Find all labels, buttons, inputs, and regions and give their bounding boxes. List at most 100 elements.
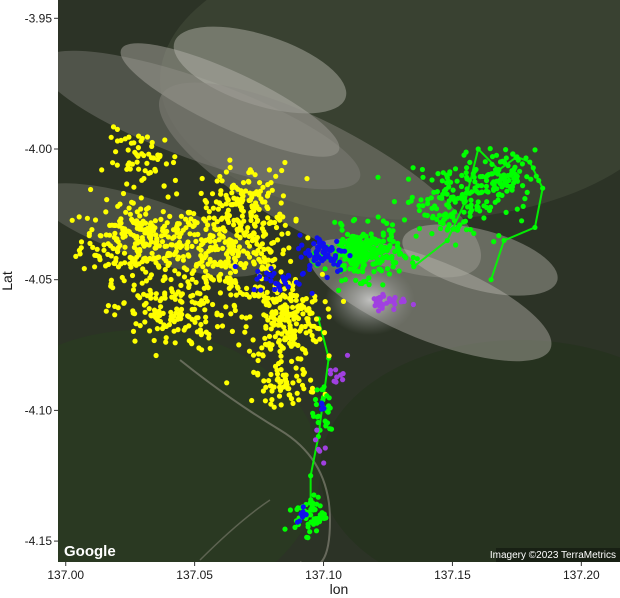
scatter-point <box>472 179 478 185</box>
scatter-point <box>310 337 316 343</box>
scatter-point <box>484 173 490 179</box>
scatter-point <box>101 242 107 248</box>
scatter-point <box>397 250 404 256</box>
scatter-point <box>207 345 213 351</box>
scatter-point <box>184 242 190 248</box>
scatter-point <box>140 237 146 243</box>
scatter-point <box>378 243 384 249</box>
scatter-point <box>246 254 253 260</box>
scatter-point <box>347 266 353 272</box>
scatter-point <box>280 193 286 199</box>
scatter-point <box>227 270 234 276</box>
scatter-point <box>125 147 131 153</box>
scatter-point <box>293 313 299 320</box>
scatter-point <box>216 237 222 243</box>
scatter-point <box>523 155 529 161</box>
scatter-point <box>124 181 130 187</box>
scatter-point <box>123 209 129 215</box>
scatter-point <box>314 387 320 393</box>
scatter-point <box>257 273 263 280</box>
scatter-point <box>533 173 539 179</box>
scatter-point <box>255 357 261 364</box>
scatter-point <box>165 252 171 258</box>
scatter-point <box>146 151 152 157</box>
scatter-point <box>464 186 470 192</box>
scatter-point <box>392 248 398 255</box>
scatter-point <box>131 184 137 190</box>
scatter-point <box>205 222 211 228</box>
scatter-point <box>248 217 254 223</box>
scatter-point <box>251 208 257 214</box>
scatter-point <box>444 180 450 186</box>
scatter-point <box>227 157 233 163</box>
scatter-point <box>308 473 314 479</box>
scatter-point <box>266 333 273 339</box>
scatter-point <box>278 353 284 359</box>
scatter-point <box>146 170 152 176</box>
scatter-point <box>288 258 294 264</box>
scatter-point <box>103 308 109 314</box>
scatter-point <box>524 189 530 195</box>
scatter-point <box>138 138 144 144</box>
scatter-point <box>287 392 293 398</box>
scatter-point <box>118 216 124 222</box>
scatter-point <box>463 170 469 176</box>
scatter-point <box>198 237 204 243</box>
scatter-point <box>158 216 164 222</box>
scatter-point <box>142 319 148 325</box>
scatter-point <box>133 262 139 268</box>
scatter-point <box>361 279 367 285</box>
scatter-point <box>420 203 426 209</box>
scatter-point <box>225 259 231 265</box>
scatter-point <box>191 211 197 217</box>
scatter-point <box>135 238 141 244</box>
scatter-point <box>89 227 95 233</box>
scatter-point <box>167 213 173 219</box>
scatter-point <box>327 367 334 373</box>
scatter-point <box>250 337 256 343</box>
scatter-point <box>269 187 275 193</box>
scatter-point <box>126 205 132 211</box>
scatter-point <box>182 325 189 331</box>
scatter-point <box>155 263 161 269</box>
scatter-point <box>124 166 130 172</box>
google-logo: Google <box>64 543 116 560</box>
scatter-point <box>84 215 90 221</box>
scatter-point <box>328 256 334 262</box>
scatter-point <box>221 227 227 233</box>
scatter-point <box>487 146 493 152</box>
scatter-point <box>94 246 100 252</box>
scatter-point <box>307 263 313 270</box>
scatter-point <box>301 304 307 310</box>
scatter-point <box>277 211 283 217</box>
scatter-point <box>203 205 209 211</box>
scatter-point <box>184 267 190 273</box>
scatter-point <box>166 322 172 328</box>
scatter-point <box>283 337 289 343</box>
scatter-point <box>200 264 206 270</box>
scatter-point <box>189 276 195 282</box>
scatter-point <box>277 314 283 321</box>
scatter-point <box>334 374 340 380</box>
scatter-point <box>322 266 328 272</box>
scatter-point <box>256 206 262 212</box>
scatter-point <box>510 180 517 186</box>
scatter-point <box>228 238 235 244</box>
scatter-point <box>384 220 390 226</box>
scatter-point <box>437 225 444 232</box>
scatter-point <box>319 510 325 516</box>
scatter-point <box>368 231 374 237</box>
scatter-point <box>218 312 224 318</box>
scatter-point <box>388 231 394 237</box>
scatter-point <box>503 209 509 215</box>
scatter-point <box>208 247 215 253</box>
scatter-point <box>331 261 337 267</box>
scatter-point <box>278 402 284 408</box>
scatter-point <box>416 203 422 209</box>
scatter-point <box>261 312 267 318</box>
scatter-point <box>481 215 487 221</box>
scatter-point <box>429 215 436 221</box>
scatter-point <box>503 180 509 186</box>
scatter-point <box>98 233 104 239</box>
scatter-point <box>380 248 387 254</box>
